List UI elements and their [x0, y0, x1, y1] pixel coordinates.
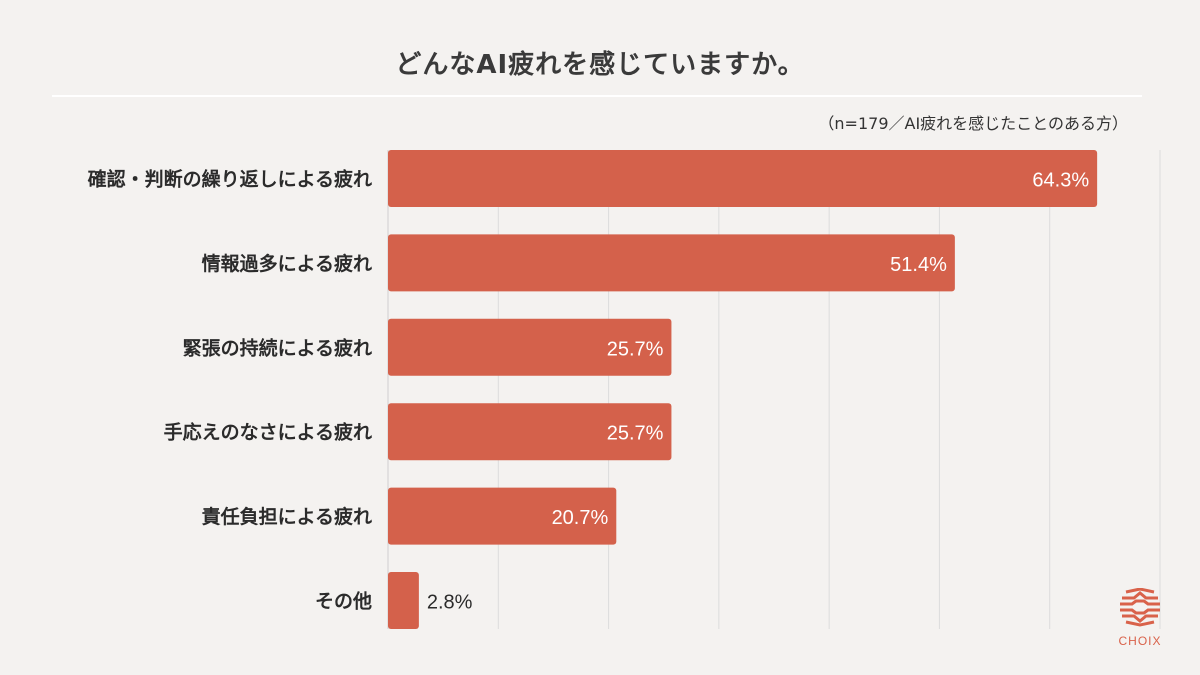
value-label-5: 20.7% [552, 507, 609, 529]
value-label-1: 64.3% [1032, 170, 1089, 192]
sample-note: （n=179／AI疲れを感じたことのある方） [818, 114, 1128, 133]
bar-3 [388, 318, 672, 376]
choix-logo: CHOIX [1112, 587, 1168, 648]
choix-logo-icon [1120, 587, 1160, 627]
category-label-3: 緊張の持続による疲れ [183, 336, 372, 359]
value-label-4: 25.7% [607, 423, 664, 445]
value-label-3: 25.7% [607, 338, 664, 360]
bar-6 [388, 572, 419, 629]
chart-title: どんなAI疲れを感じていますか。 [395, 50, 805, 80]
value-label-6: 2.8% [427, 592, 473, 614]
title-divider [52, 95, 1142, 97]
bar-1 [388, 150, 1098, 207]
bar-5 [388, 487, 617, 545]
value-label-2: 51.4% [890, 254, 947, 276]
category-label-6: その他 [315, 590, 372, 613]
category-label-1: 確認・判断の繰り返しによる疲れ [88, 168, 372, 191]
category-label-5: 責任負担による疲れ [202, 505, 372, 528]
category-label-4: 手応えのなさによる疲れ [164, 421, 372, 444]
category-label-2: 情報過多による疲れ [202, 252, 372, 275]
logo-text: CHOIX [1118, 634, 1162, 648]
bar-2 [388, 234, 955, 292]
bar-4 [388, 403, 672, 461]
